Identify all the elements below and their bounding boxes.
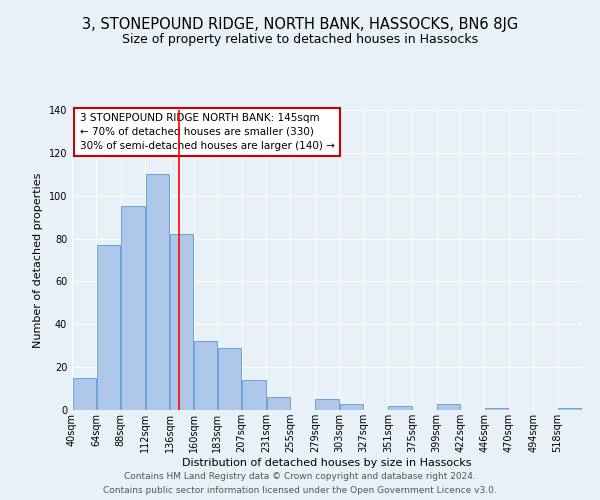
Bar	[388, 406, 412, 410]
Text: Size of property relative to detached houses in Hassocks: Size of property relative to detached ho…	[122, 32, 478, 46]
Bar	[316, 400, 338, 410]
Bar	[194, 342, 217, 410]
X-axis label: Distribution of detached houses by size in Hassocks: Distribution of detached houses by size …	[182, 458, 472, 468]
Bar	[146, 174, 169, 410]
Bar	[437, 404, 460, 410]
Text: Contains public sector information licensed under the Open Government Licence v3: Contains public sector information licen…	[103, 486, 497, 495]
Bar	[170, 234, 193, 410]
Text: 3 STONEPOUND RIDGE NORTH BANK: 145sqm
← 70% of detached houses are smaller (330): 3 STONEPOUND RIDGE NORTH BANK: 145sqm ← …	[80, 113, 335, 151]
Text: Contains HM Land Registry data © Crown copyright and database right 2024.: Contains HM Land Registry data © Crown c…	[124, 472, 476, 481]
Bar	[485, 408, 508, 410]
Bar	[242, 380, 266, 410]
Bar	[121, 206, 145, 410]
Bar	[73, 378, 96, 410]
Text: 3, STONEPOUND RIDGE, NORTH BANK, HASSOCKS, BN6 8JG: 3, STONEPOUND RIDGE, NORTH BANK, HASSOCK…	[82, 18, 518, 32]
Bar	[340, 404, 363, 410]
Bar	[266, 397, 290, 410]
Bar	[558, 408, 581, 410]
Y-axis label: Number of detached properties: Number of detached properties	[33, 172, 43, 348]
Bar	[218, 348, 241, 410]
Bar	[97, 245, 120, 410]
